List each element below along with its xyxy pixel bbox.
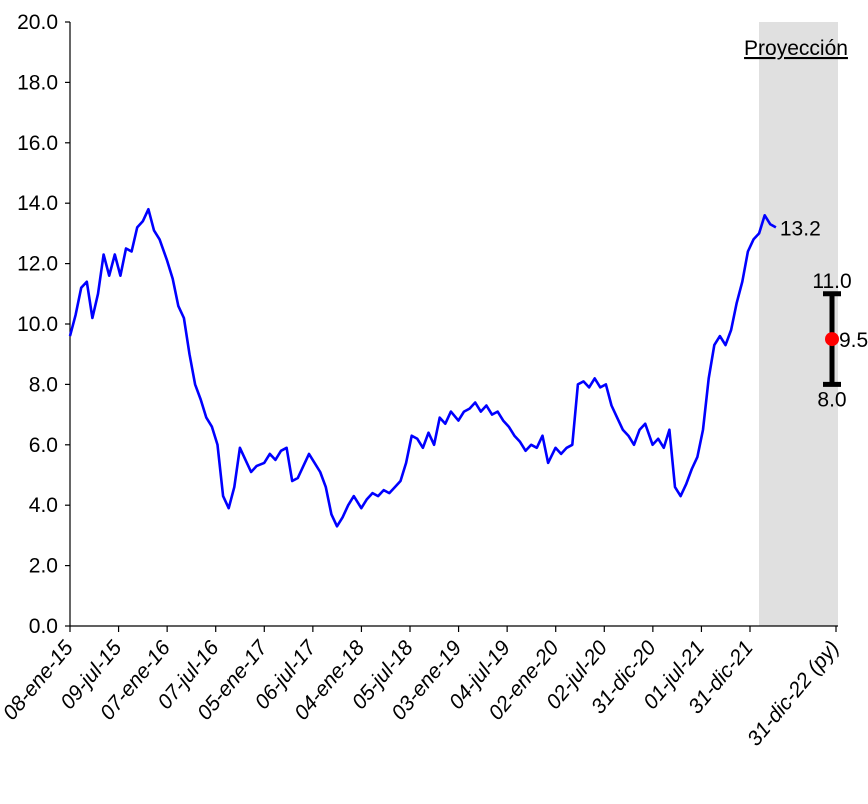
y-tick-label: 8.0 <box>29 373 58 396</box>
y-tick-label: 20.0 <box>17 11 58 34</box>
x-tick-label: 08-ene-15 <box>0 636 78 724</box>
projection-range: 11.0 8.0 9.5 <box>812 270 868 412</box>
projection-band <box>759 22 838 626</box>
range-high-label: 11.0 <box>812 270 851 293</box>
y-tick-label: 14.0 <box>17 192 58 215</box>
projection-label: Proyección <box>744 37 848 60</box>
y-tick-label: 12.0 <box>17 253 58 276</box>
y-tick-label: 6.0 <box>29 434 58 457</box>
y-tick-label: 10.0 <box>17 313 58 336</box>
y-tick-label: 18.0 <box>17 71 58 94</box>
series-line <box>68 207 777 528</box>
y-axis: 0.0 2.0 4.0 6.0 8.0 10.0 12.0 14.0 16.0 18.0 20.0 <box>17 11 71 638</box>
last-value-label: 13.2 <box>780 217 821 240</box>
range-mid-label: 9.5 <box>839 329 868 352</box>
y-tick-label: 0.0 <box>29 615 58 638</box>
x-tick-label: 31-dic-22 (py) <box>743 636 844 750</box>
y-tick-label: 4.0 <box>29 494 58 517</box>
range-low-label: 8.0 <box>817 388 846 411</box>
y-tick-label: 16.0 <box>17 132 58 155</box>
projection-point <box>825 332 839 347</box>
y-tick-label: 2.0 <box>29 555 58 578</box>
x-axis: 08-ene-1509-jul-1507-ene-1607-jul-1605-e… <box>0 625 844 750</box>
